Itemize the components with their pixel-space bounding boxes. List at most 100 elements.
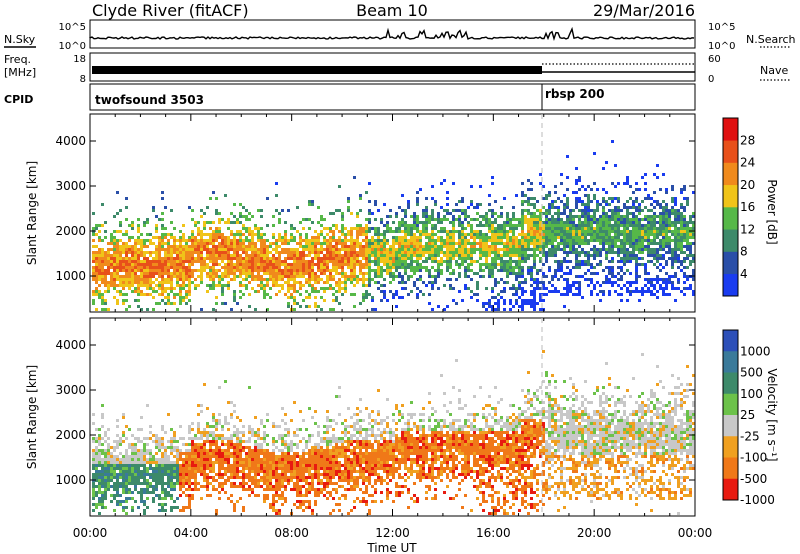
- heatmap-cell: [92, 440, 95, 443]
- heatmap-cell: [194, 251, 197, 254]
- heatmap-cell: [461, 236, 464, 239]
- heatmap-cell: [533, 305, 536, 308]
- heatmap-cell: [188, 473, 191, 476]
- heatmap-cell: [497, 248, 500, 251]
- heatmap-cell: [125, 278, 128, 281]
- heatmap-cell: [203, 257, 206, 260]
- heatmap-cell: [170, 473, 173, 476]
- heatmap-cell: [674, 203, 677, 206]
- heatmap-cell: [110, 458, 113, 461]
- heatmap-cell: [218, 236, 221, 239]
- heatmap-cell: [263, 278, 266, 281]
- heatmap-cell: [281, 269, 284, 272]
- heatmap-cell: [107, 257, 110, 260]
- heatmap-cell: [539, 209, 542, 212]
- heatmap-cell: [425, 248, 428, 251]
- heatmap-cell: [500, 212, 503, 215]
- heatmap-cell: [602, 242, 605, 245]
- heatmap-cell: [536, 278, 539, 281]
- heatmap-cell: [359, 263, 362, 266]
- heatmap-cell: [206, 467, 209, 470]
- heatmap-cell: [179, 254, 182, 257]
- heatmap-cell: [491, 272, 494, 275]
- heatmap-cell: [452, 239, 455, 242]
- heatmap-cell: [503, 290, 506, 293]
- heatmap-cell: [437, 245, 440, 248]
- heatmap-cell: [353, 284, 356, 287]
- heatmap-cell: [380, 269, 383, 272]
- heatmap-cell: [104, 251, 107, 254]
- heatmap-cell: [326, 239, 329, 242]
- heatmap-cell: [218, 284, 221, 287]
- heatmap-cell: [527, 188, 530, 191]
- heatmap-cell: [635, 206, 638, 209]
- heatmap-cell: [161, 257, 164, 260]
- heatmap-cell: [365, 245, 368, 248]
- heatmap-cell: [317, 278, 320, 281]
- heatmap-cell: [194, 443, 197, 446]
- heatmap-cell: [230, 245, 233, 248]
- heatmap-cell: [185, 272, 188, 275]
- heatmap-cell: [641, 209, 644, 212]
- heatmap-cell: [98, 476, 101, 479]
- heatmap-cell: [665, 203, 668, 206]
- heatmap-cell: [584, 251, 587, 254]
- heatmap-cell: [473, 206, 476, 209]
- heatmap-cell: [638, 230, 641, 233]
- heatmap-cell: [107, 452, 110, 455]
- heatmap-cell: [266, 263, 269, 266]
- heatmap-cell: [686, 227, 689, 230]
- heatmap-cell: [170, 464, 173, 467]
- heatmap-cell: [290, 278, 293, 281]
- heatmap-cell: [602, 293, 605, 296]
- heatmap-cell: [464, 236, 467, 239]
- heatmap-cell: [398, 236, 401, 239]
- heatmap-cell: [182, 461, 185, 464]
- heatmap-cell: [137, 290, 140, 293]
- heatmap-cell: [620, 221, 623, 224]
- heatmap-cell: [545, 254, 548, 257]
- heatmap-cell: [254, 266, 257, 269]
- heatmap-cell: [200, 242, 203, 245]
- heatmap-cell: [284, 275, 287, 278]
- heatmap-cell: [431, 218, 434, 221]
- heatmap-cell: [308, 260, 311, 263]
- heatmap-cell: [284, 281, 287, 284]
- heatmap-cell: [497, 281, 500, 284]
- heatmap-cell: [596, 272, 599, 275]
- heatmap-cell: [506, 275, 509, 278]
- heatmap-cell: [98, 500, 101, 503]
- heatmap-cell: [566, 236, 569, 239]
- heatmap-cell: [134, 242, 137, 245]
- heatmap-cell: [566, 287, 569, 290]
- heatmap-cell: [473, 239, 476, 242]
- heatmap-cell: [248, 272, 251, 275]
- heatmap-cell: [98, 293, 101, 296]
- heatmap-cell: [341, 239, 344, 242]
- heatmap-cell: [470, 257, 473, 260]
- heatmap-cell: [161, 260, 164, 263]
- heatmap-cell: [563, 227, 566, 230]
- heatmap-cell: [509, 227, 512, 230]
- heatmap-cell: [146, 251, 149, 254]
- heatmap-cell: [587, 251, 590, 254]
- heatmap-cell: [95, 254, 98, 257]
- heatmap-cell: [263, 296, 266, 299]
- heatmap-cell: [173, 242, 176, 245]
- heatmap-cell: [449, 212, 452, 215]
- heatmap-cell: [212, 413, 215, 416]
- heatmap-cell: [173, 476, 176, 479]
- heatmap-cell: [398, 206, 401, 209]
- heatmap-cell: [467, 251, 470, 254]
- heatmap-cell: [143, 449, 146, 452]
- heatmap-cell: [110, 485, 113, 488]
- heatmap-cell: [143, 257, 146, 260]
- heatmap-cell: [344, 245, 347, 248]
- heatmap-cell: [551, 275, 554, 278]
- heatmap-cell: [500, 296, 503, 299]
- y-tick-label: 1000: [55, 269, 86, 283]
- heatmap-cell: [446, 263, 449, 266]
- heatmap-cell: [185, 248, 188, 251]
- heatmap-cell: [653, 218, 656, 221]
- heatmap-cell: [152, 263, 155, 266]
